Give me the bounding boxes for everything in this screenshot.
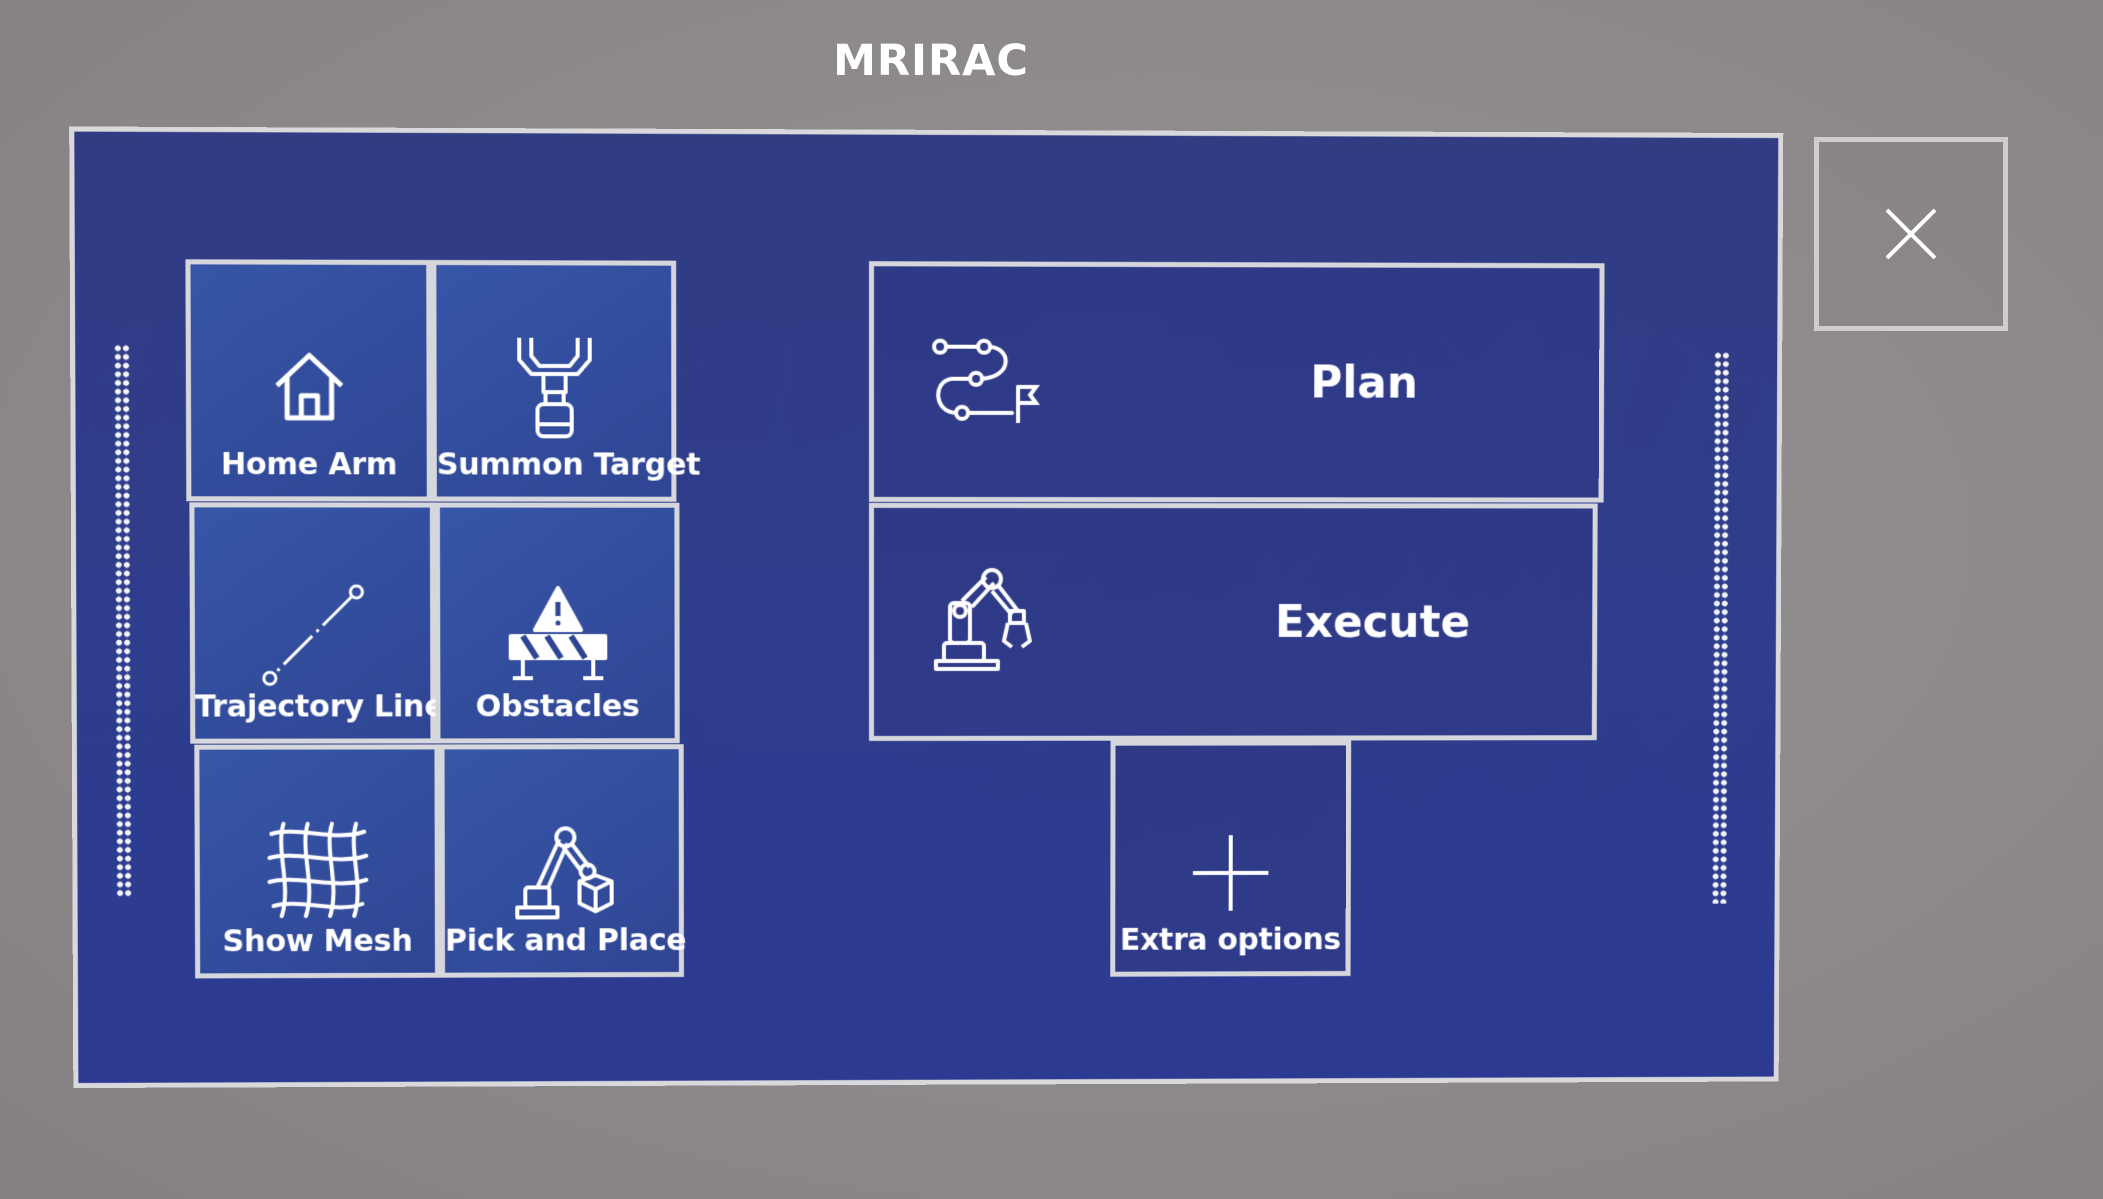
summon-target-label: Summon Target <box>436 447 701 483</box>
robot-gripper-icon <box>509 334 600 441</box>
home-icon <box>270 347 347 424</box>
home-arm-button[interactable]: Home Arm <box>185 259 432 502</box>
obstacles-label: Obstacles <box>475 689 640 725</box>
show-mesh-button[interactable]: Show Mesh <box>194 744 441 979</box>
warning-barrier-icon <box>502 582 613 682</box>
plan-label: Plan <box>1310 356 1419 409</box>
trajectory-lines-button[interactable]: Trajectory Lines <box>189 502 463 744</box>
show-mesh-label: Show Mesh <box>222 923 413 960</box>
extra-options-button[interactable]: Extra options <box>1110 740 1352 977</box>
execute-label: Execute <box>1274 596 1471 648</box>
mesh-icon <box>265 820 370 920</box>
pick-and-place-button[interactable]: Pick and Place <box>439 744 687 978</box>
robot-arm-icon <box>934 568 1042 672</box>
main-menu-panel: Home Arm Summon Target Trajectory Lines <box>69 126 1784 1089</box>
trajectory-lines-label: Trajectory Lines <box>195 689 463 725</box>
pick-and-place-label: Pick and Place <box>444 923 687 959</box>
summon-target-button[interactable]: Summon Target <box>431 259 701 502</box>
close-icon <box>1885 208 1937 260</box>
plan-button[interactable]: Plan <box>868 261 1605 503</box>
extra-options-label: Extra options <box>1120 922 1341 958</box>
execute-button[interactable]: Execute <box>868 502 1598 741</box>
app-title: MRIRAC <box>833 36 1029 86</box>
home-arm-label: Home Arm <box>220 446 398 483</box>
plus-icon <box>1191 833 1271 913</box>
left-drag-handle[interactable] <box>113 343 133 898</box>
robot-arm-cube-icon <box>507 821 618 921</box>
line-icon <box>257 580 368 691</box>
close-button[interactable] <box>1814 137 2008 331</box>
route-icon <box>932 337 1040 425</box>
right-drag-handle[interactable] <box>1711 351 1730 904</box>
obstacles-button[interactable]: Obstacles <box>434 502 680 744</box>
